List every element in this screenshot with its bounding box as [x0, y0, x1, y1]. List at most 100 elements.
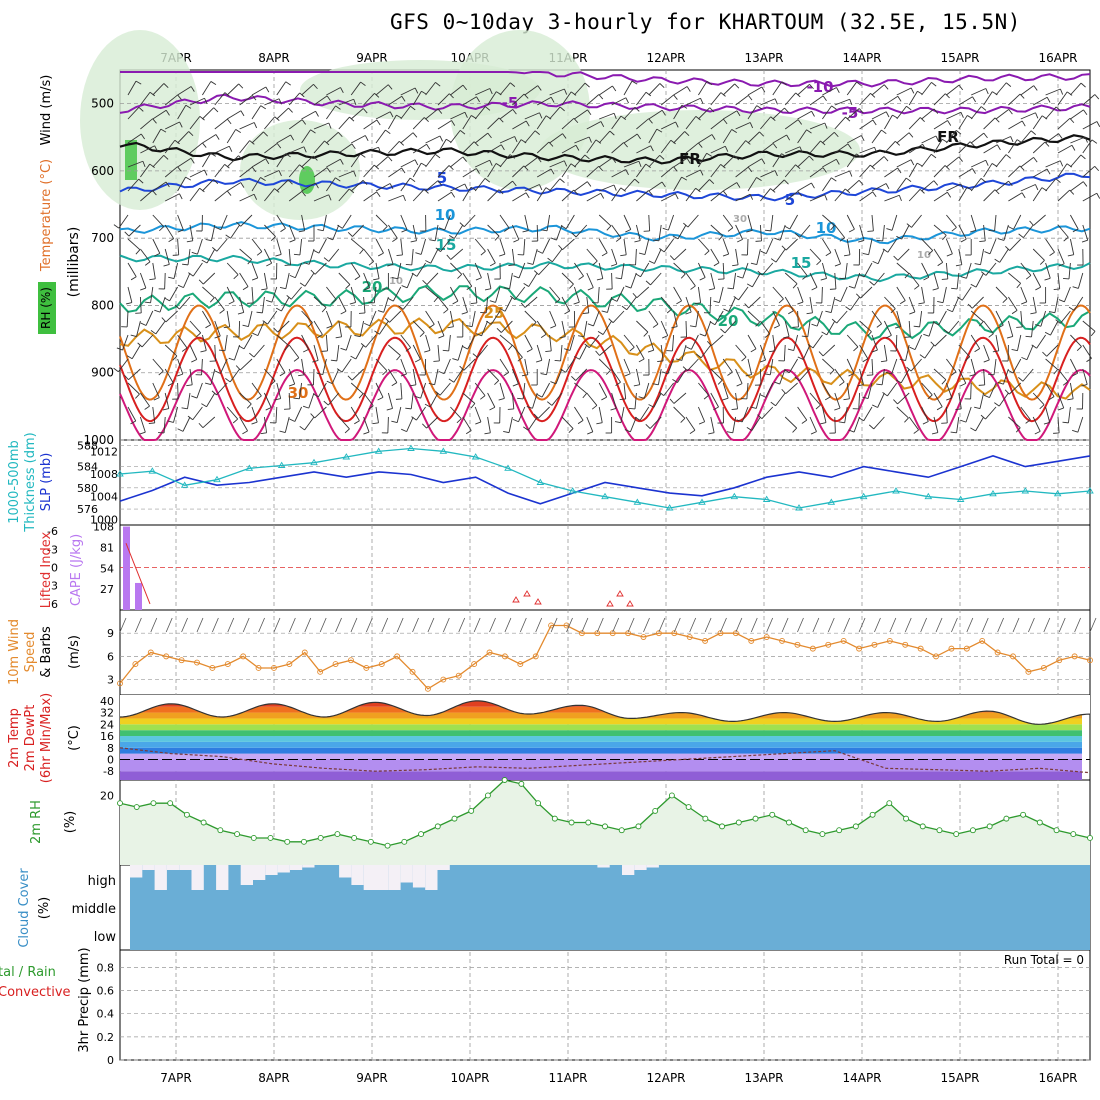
cloud-clear-bar — [240, 865, 253, 885]
wind-barb — [1033, 214, 1046, 226]
wind-barb-flag — [484, 106, 491, 111]
wind-barb — [586, 192, 602, 202]
wind-barb — [561, 320, 566, 337]
wind-barb-flag — [944, 93, 950, 99]
wind-barb — [673, 262, 686, 275]
wind-barb-flag — [275, 253, 282, 257]
wind-barb-flag — [781, 81, 787, 86]
wind-barb — [187, 392, 191, 409]
wind-barb-flag — [242, 430, 248, 435]
wind-barb-flag — [1048, 311, 1056, 314]
wind-barb — [970, 106, 982, 120]
wind-barb-flag — [124, 374, 129, 381]
wind-barb — [474, 238, 486, 252]
wind-barb-flag — [533, 413, 539, 419]
wind-barb-flag — [706, 340, 712, 347]
wind-barb-flag — [897, 167, 902, 174]
wind10-point — [963, 645, 970, 652]
slp-marker — [795, 504, 803, 511]
slp-marker — [568, 487, 577, 494]
wind-barb-flag — [774, 170, 778, 177]
wind-barb — [588, 334, 600, 348]
wind-barb-flag — [882, 392, 888, 397]
wind-barb — [1054, 296, 1059, 313]
wind10-point — [994, 649, 1001, 656]
wind-barb — [755, 392, 761, 409]
contour-label: -5 — [502, 94, 519, 112]
wind-barb-flag — [895, 140, 901, 146]
wind-barb — [636, 145, 651, 154]
wind-barb-flag — [810, 431, 817, 435]
wind-barb — [1045, 406, 1051, 423]
slp-marker — [989, 489, 997, 497]
wind10-barb — [535, 617, 543, 633]
wind-barb-flag — [439, 135, 444, 142]
wind-barb — [499, 136, 515, 144]
wind-barb — [685, 169, 701, 178]
temp2m-tick-label: 40 — [100, 695, 114, 708]
wind-barb-flag — [1086, 358, 1092, 363]
wind-barb — [760, 143, 774, 154]
wind-barb — [772, 81, 783, 96]
wind-barb — [239, 166, 253, 178]
wind-barb — [304, 272, 315, 287]
wind-barb — [264, 170, 280, 178]
wind-barb-flag — [659, 83, 665, 88]
wind-barb-flag — [466, 325, 473, 328]
wind10-point — [840, 637, 847, 644]
wind-barb-flag — [559, 178, 565, 183]
wind-barb — [226, 262, 239, 276]
thickness-label-1: 1000-500mb — [7, 440, 22, 524]
wind-barb-flag — [994, 189, 1000, 195]
wind-barb-flag — [638, 358, 645, 363]
wind-barb — [313, 320, 323, 335]
wind-barb-flag — [443, 309, 449, 314]
wind-barb — [288, 191, 303, 202]
wind-barb-flag — [405, 347, 411, 352]
wind-barb-flag — [713, 262, 720, 267]
wind10-point — [748, 637, 755, 644]
wind-barb-flag — [260, 432, 267, 435]
wind-barb-flag — [816, 260, 822, 266]
wind-barb-flag — [1083, 109, 1088, 115]
wind-barb-flag — [280, 228, 286, 233]
wind-barb — [263, 248, 273, 264]
wind-barb — [772, 107, 785, 120]
date-label-bottom: 11APR — [548, 1071, 587, 1085]
wind-barb-flag — [387, 297, 394, 302]
wind-barb-flag — [399, 140, 405, 146]
wind-barb-flag — [191, 359, 197, 363]
wind-barb — [884, 194, 900, 202]
wind-barb — [673, 310, 678, 327]
wind-barb — [908, 143, 923, 154]
wind-barb-flag — [858, 179, 864, 186]
wind-barb — [177, 157, 192, 168]
cloud-clear-bar — [597, 865, 610, 868]
wind-barb — [226, 286, 235, 302]
wind-barb — [983, 144, 998, 154]
slp-tick-label: 1008 — [90, 468, 118, 481]
wind-barb — [735, 95, 749, 106]
wind-barb-flag — [600, 193, 605, 199]
wind-barb — [985, 406, 997, 420]
wind-barb-flag — [1016, 282, 1022, 289]
cloud-clear-bar — [253, 865, 266, 880]
wind-barb-flag — [834, 407, 841, 411]
wind-barb — [983, 163, 993, 178]
lower-isotherm-line — [119, 304, 1091, 401]
wind-barb-flag — [1055, 106, 1061, 112]
wind-barb — [301, 129, 311, 144]
wind10-label-3: & Barbs — [39, 626, 54, 678]
lower-isotherm-line — [119, 368, 1091, 441]
wind-barb-flag — [636, 133, 641, 140]
wind-barb-flag — [980, 414, 986, 420]
wind-barb — [487, 224, 500, 237]
wind-barb — [140, 190, 153, 202]
temp-axis-label: Temperature (°C) — [39, 159, 54, 272]
wind-barb — [216, 382, 228, 396]
wind-barb — [882, 224, 885, 241]
wind-barb — [511, 392, 515, 409]
wind-barb-flag — [539, 184, 543, 191]
wind-barb-flag — [401, 428, 407, 433]
wind-barb-flag — [140, 287, 147, 291]
